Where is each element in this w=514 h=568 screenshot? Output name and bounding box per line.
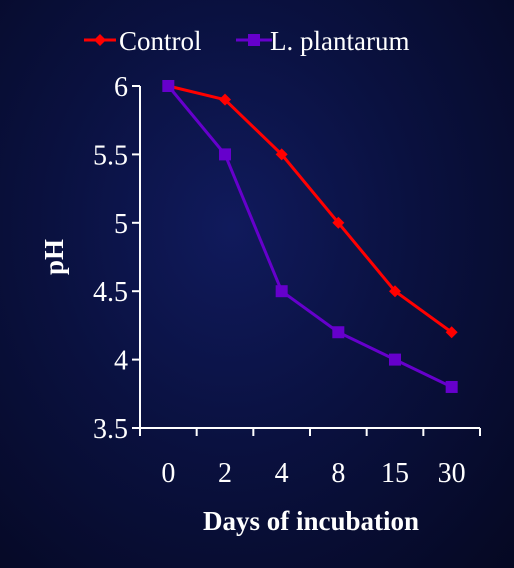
data-point-control <box>389 285 401 298</box>
legend-marker-l-plantarum <box>248 34 260 46</box>
x-tick-label: 15 <box>381 458 409 489</box>
x-tick-label: 8 <box>331 458 345 489</box>
y-tick-label: 4 <box>114 346 128 377</box>
y-tick-label: 6 <box>114 72 128 103</box>
y-tick-label: 3.5 <box>93 414 128 445</box>
x-tick-label: 2 <box>218 458 232 489</box>
series-group <box>162 80 458 393</box>
data-point-control <box>332 216 345 229</box>
y-tick-label: 4.5 <box>93 277 128 308</box>
data-point-l-plantarum <box>332 326 345 339</box>
y-tick-label: 5.5 <box>93 140 128 171</box>
series-line-l-plantarum <box>167 85 453 389</box>
data-point-l-plantarum <box>389 353 401 366</box>
data-point-l-plantarum <box>275 285 288 298</box>
x-tick-label: 30 <box>438 458 466 489</box>
x-axis-title: Days of incubation <box>203 506 419 536</box>
data-point-l-plantarum <box>445 380 458 393</box>
y-axis-title: pH <box>39 239 69 275</box>
x-tick-label: 4 <box>275 458 289 489</box>
axes: 3.5 4 4.5 5 5.5 6 0 2 4 8 15 30 <box>93 72 481 489</box>
series-line-control <box>167 84 453 334</box>
legend-marker-control <box>94 34 106 46</box>
x-tick-label: 0 <box>161 458 175 489</box>
data-point-l-plantarum <box>219 148 231 161</box>
legend-label-l-plantarum: L. plantarum <box>270 26 409 56</box>
data-point-control <box>219 93 231 106</box>
data-point-l-plantarum <box>162 80 175 92</box>
y-tick-label: 5 <box>114 209 128 240</box>
legend-item-l-plantarum: L. plantarum <box>236 26 409 56</box>
legend-item-control: Control <box>84 26 202 56</box>
legend: Control L. plantarum <box>84 26 409 56</box>
legend-label-control: Control <box>119 26 202 56</box>
data-point-control <box>275 148 288 161</box>
data-point-control <box>445 326 458 339</box>
